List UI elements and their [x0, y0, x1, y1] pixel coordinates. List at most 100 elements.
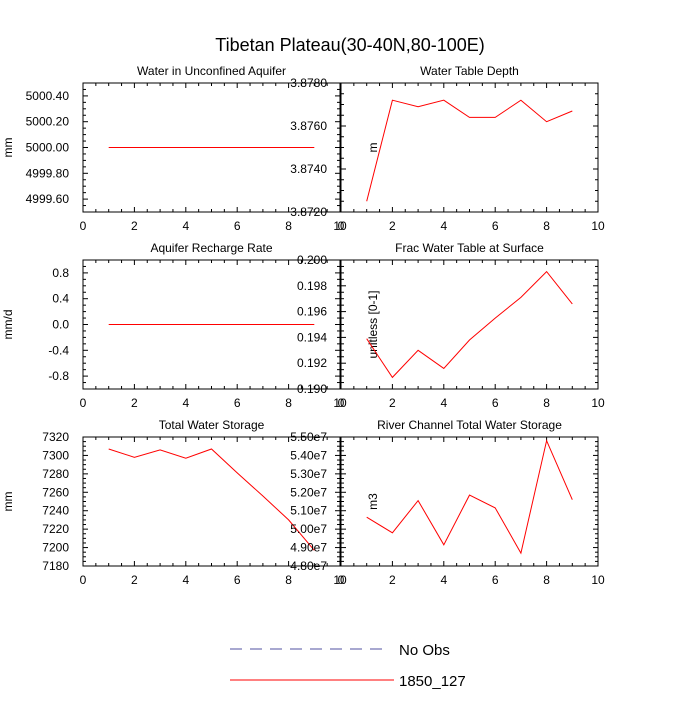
- y-tick-label: 4999.80: [26, 166, 70, 180]
- figure-title: Tibetan Plateau(30-40N,80-100E): [215, 35, 485, 55]
- y-tick-label: 7200: [42, 541, 69, 555]
- legend-label-no-obs: No Obs: [399, 642, 450, 659]
- y-tick-label: 3.8720: [290, 205, 327, 219]
- x-tick-label: 6: [234, 573, 241, 587]
- x-tick-label: 8: [543, 219, 550, 233]
- x-tick-label: 6: [492, 219, 499, 233]
- y-tick-label: -0.4: [48, 343, 69, 357]
- panel-4: Frac Water Table at Surface 0 2 4 6 8 10 0.190 0…: [297, 241, 605, 410]
- y-tick-label: 7300: [42, 448, 69, 462]
- y-tick-label: 7240: [42, 504, 69, 518]
- series-line: [366, 270, 573, 379]
- panel-title: River Channel Total Water Storage: [377, 418, 562, 432]
- panel-title: Water in Unconfined Aquifer: [137, 64, 286, 78]
- x-tick-label: 10: [591, 219, 605, 233]
- panel-1: Water in Unconfined Aquifer 0 2 4 6 8 10 4999.6…: [1, 64, 347, 233]
- y-axis-label: mm/d: [1, 310, 15, 340]
- x-tick-label: 2: [389, 396, 396, 410]
- series-line: [366, 99, 573, 202]
- x-tick-label: 0: [80, 573, 87, 587]
- panel-2: Water Table Depth 0 2 4 6 8 10 3.8720 3.8740 3.87…: [290, 64, 605, 233]
- x-tick-label: 0: [338, 219, 345, 233]
- panel-title: Water Table Depth: [420, 64, 519, 78]
- panel-title: Total Water Storage: [159, 418, 265, 432]
- x-tick-label: 4: [440, 396, 447, 410]
- x-tick-label: 6: [492, 396, 499, 410]
- y-tick-label: 0.0: [52, 318, 69, 332]
- y-tick-label: 7180: [42, 559, 69, 573]
- y-tick-label: 0.4: [52, 292, 69, 306]
- x-tick-label: 2: [131, 219, 138, 233]
- x-tick-label: 0: [80, 396, 87, 410]
- x-tick-label: 4: [440, 219, 447, 233]
- x-tick-label: 2: [131, 573, 138, 587]
- x-tick-label: 2: [389, 573, 396, 587]
- y-axis-label: m: [366, 143, 380, 153]
- y-tick-label: 0.8: [52, 266, 69, 280]
- x-tick-label: 0: [338, 396, 345, 410]
- x-tick-label: 10: [591, 396, 605, 410]
- x-tick-label: 8: [285, 573, 292, 587]
- y-tick-label: 5.20e7: [290, 485, 327, 499]
- y-tick-label: 7320: [42, 430, 69, 444]
- x-tick-label: 0: [80, 219, 87, 233]
- panel-6: River Channel Total Water Storage 0 2 4 6 8 10…: [290, 418, 605, 587]
- y-tick-label: -0.8: [48, 369, 69, 383]
- legend: No Obs 1850_127: [230, 642, 466, 690]
- y-tick-label: 3.8780: [290, 76, 327, 90]
- panel-3: Aquifer Recharge Rate 0 2 4 6 8 10 -0.8 -0.4 0.0 0…: [1, 241, 347, 410]
- y-axis-label: mm: [1, 492, 15, 512]
- x-tick-label: 8: [285, 396, 292, 410]
- y-tick-label: 0.200: [297, 253, 327, 267]
- x-tick-label: 8: [543, 573, 550, 587]
- y-tick-label: 5000.40: [26, 89, 70, 103]
- y-tick-label: 5000.00: [26, 141, 70, 155]
- y-axis-label: unitless [0-1]: [366, 290, 380, 358]
- x-tick-label: 4: [182, 573, 189, 587]
- y-tick-label: 0.194: [297, 330, 327, 344]
- y-tick-label: 7280: [42, 467, 69, 481]
- y-tick-label: 0.192: [297, 356, 327, 370]
- x-tick-label: 10: [333, 573, 347, 587]
- y-tick-label: 5.30e7: [290, 467, 327, 481]
- x-tick-label: 2: [389, 219, 396, 233]
- x-tick-label: 6: [234, 219, 241, 233]
- x-tick-label: 4: [182, 219, 189, 233]
- y-tick-label: 0.196: [297, 305, 327, 319]
- x-tick-label: 6: [234, 396, 241, 410]
- y-tick-label: 3.8740: [290, 162, 327, 176]
- x-tick-label: 10: [333, 219, 347, 233]
- y-tick-label: 4.80e7: [290, 559, 327, 573]
- series-line: [366, 439, 573, 555]
- y-tick-label: 5.50e7: [290, 430, 327, 444]
- legend-label-1850-127: 1850_127: [399, 673, 466, 690]
- y-tick-label: 5.10e7: [290, 504, 327, 518]
- y-tick-label: 3.8760: [290, 119, 327, 133]
- y-tick-label: 0.198: [297, 279, 327, 293]
- panel-title: Frac Water Table at Surface: [395, 241, 544, 255]
- y-tick-label: 5000.20: [26, 115, 70, 129]
- y-tick-label: 4.90e7: [290, 541, 327, 555]
- y-tick-label: 4999.60: [26, 192, 70, 206]
- series-line: [108, 448, 315, 551]
- x-tick-label: 0: [338, 573, 345, 587]
- x-tick-label: 4: [182, 396, 189, 410]
- y-axis-label: m3: [366, 493, 380, 510]
- y-tick-label: 5.40e7: [290, 448, 327, 462]
- y-tick-label: 5.00e7: [290, 522, 327, 536]
- x-tick-label: 4: [440, 573, 447, 587]
- y-tick-label: 7260: [42, 485, 69, 499]
- x-tick-label: 8: [543, 396, 550, 410]
- panels: Water in Unconfined Aquifer 0 2 4 6 8 10 4999.6…: [1, 64, 605, 587]
- panel-title: Aquifer Recharge Rate: [150, 241, 272, 255]
- y-axis-label: mm: [1, 138, 15, 158]
- y-tick-label: 7220: [42, 522, 69, 536]
- panel-5: Total Water Storage 0 2 4 6 8 10 7180 7200 7220 72…: [1, 418, 347, 587]
- x-tick-label: 8: [285, 219, 292, 233]
- y-tick-label: 0.190: [297, 382, 327, 396]
- x-tick-label: 6: [492, 573, 499, 587]
- x-tick-label: 2: [131, 396, 138, 410]
- x-tick-label: 10: [333, 396, 347, 410]
